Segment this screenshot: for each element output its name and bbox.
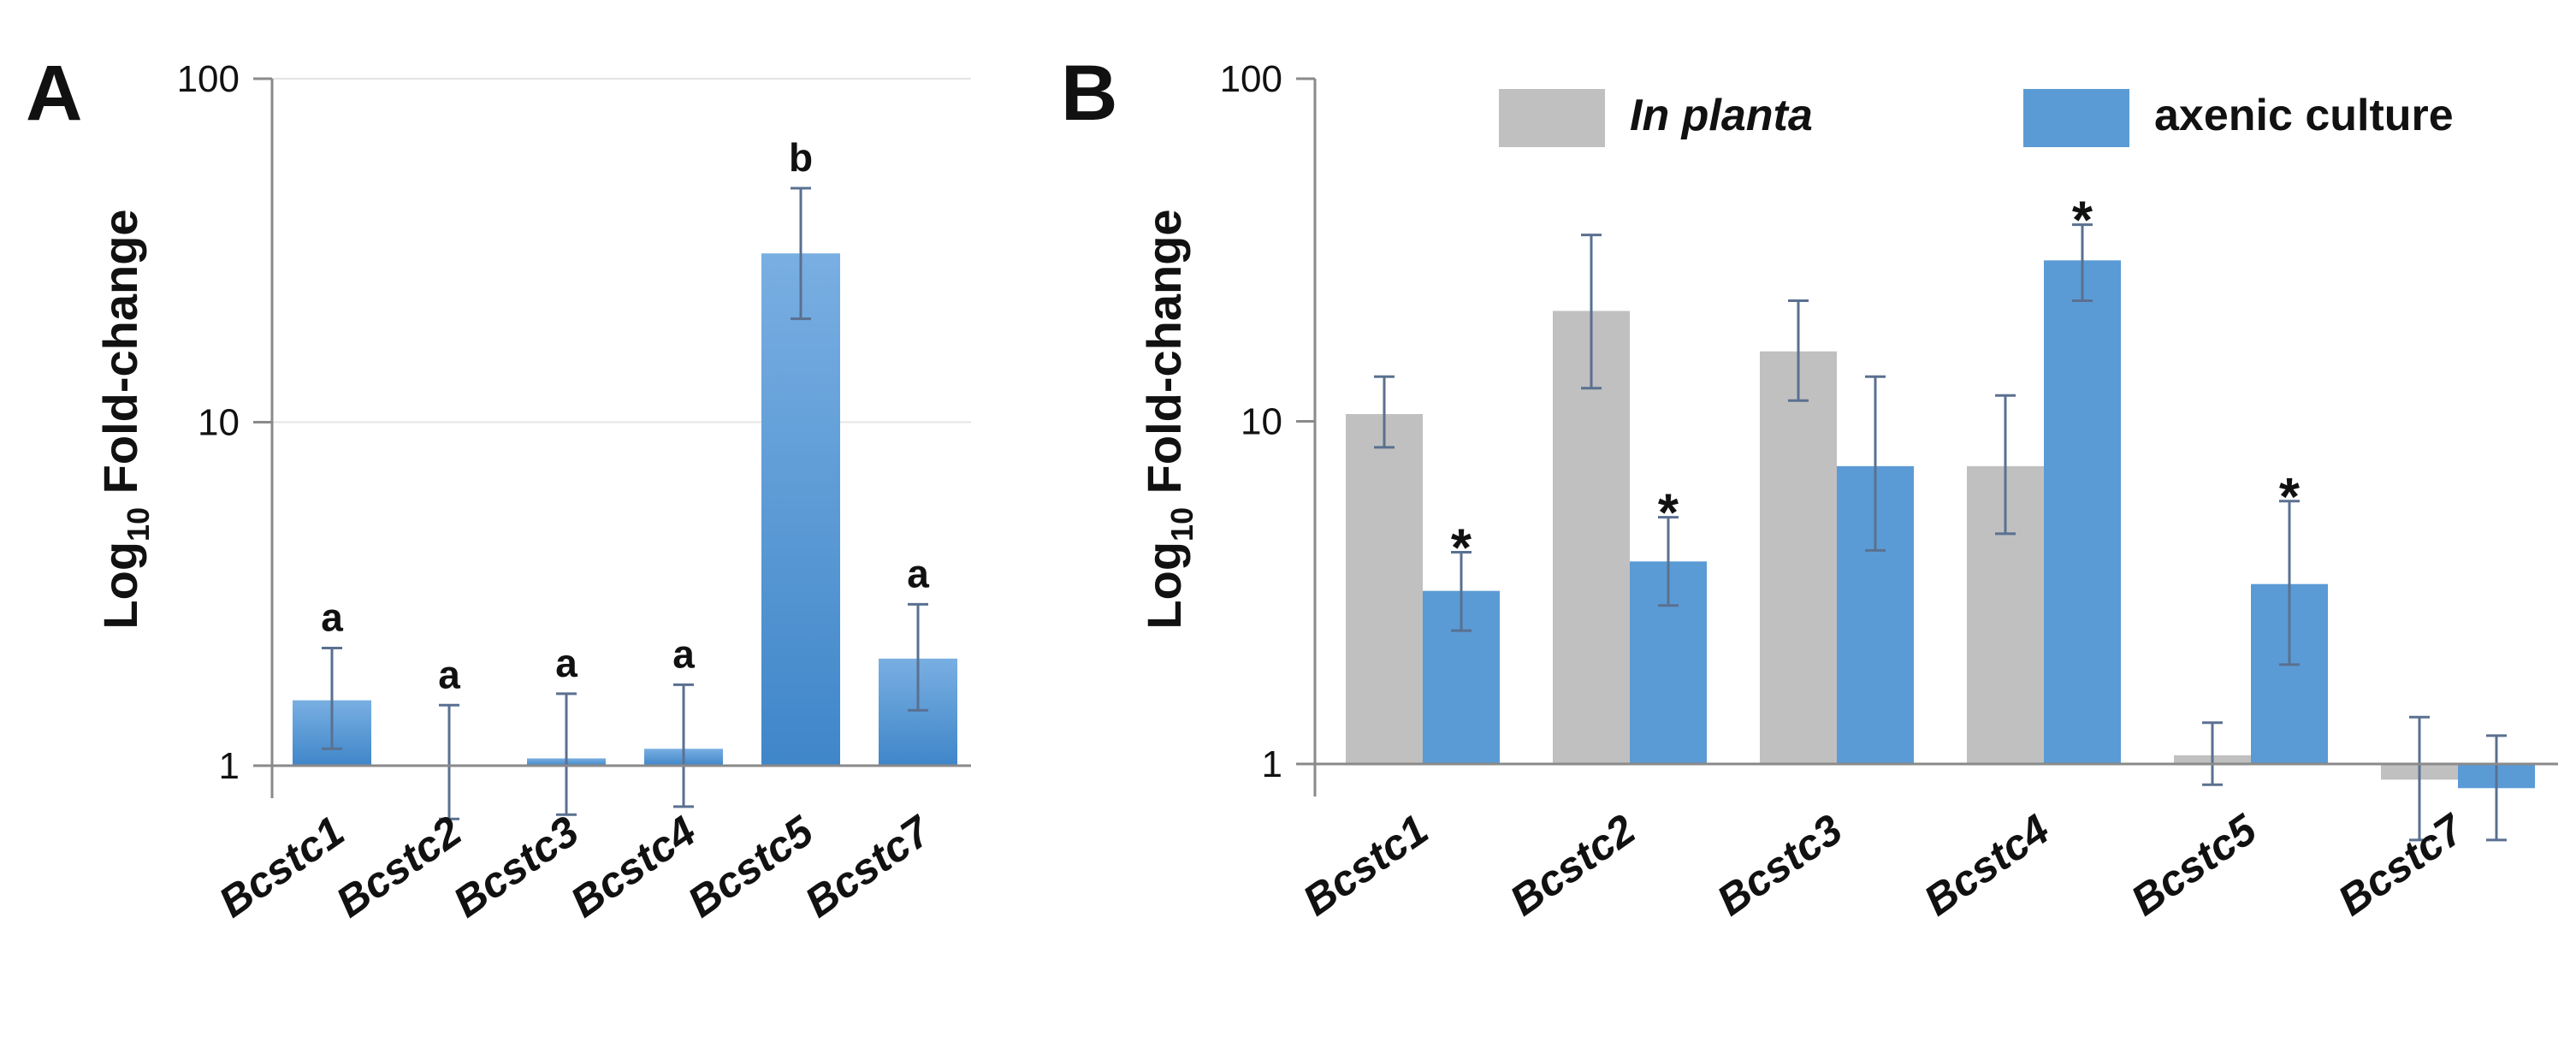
panel-b-letter: B	[1061, 50, 1117, 137]
error-bar-b-axenic-culture-bcstc5	[2279, 500, 2300, 666]
error-bar-b-in-planta-bcstc1	[1374, 375, 1395, 449]
error-bar-b-axenic-culture-bcstc1	[1451, 550, 1472, 632]
panel-a-tick-labels: 1 10 100	[177, 58, 240, 787]
panel-b-legend: In planta axenic culture	[1499, 89, 2454, 147]
category-label-b-bcstc4: Bcstc4	[1916, 805, 2058, 925]
panel-b-category-labels: Bcstc1 Bcstc2 Bcstc3 Bcstc4 Bcstc5 Bcstc7	[1294, 804, 2473, 925]
category-label-b-bcstc2: Bcstc2	[1501, 805, 1644, 925]
sig-label-a-bcstc7: a	[907, 551, 929, 595]
error-bar-a-fold-change-bcstc7	[908, 602, 928, 712]
category-label-b-bcstc5: Bcstc5	[2123, 804, 2265, 925]
panel-a: A 1 10 100 Bcstc1Bcstc2Bcstc3Bcstc4Bcstc5B…	[26, 50, 971, 927]
error-bar-a-fold-change-bcstc5	[791, 186, 811, 321]
sig-label-a-bcstc5: b	[789, 135, 813, 180]
error-bar-b-in-planta-bcstc3	[1788, 299, 1809, 402]
category-label-b-bcstc3: Bcstc3	[1708, 805, 1851, 925]
category-label-a-bcstc3: Bcstc3	[445, 807, 588, 927]
panel-a-gridlines	[272, 78, 971, 423]
sig-label-b-bcstc4: *	[2072, 192, 2093, 251]
error-bar-a-fold-change-bcstc1	[322, 647, 342, 750]
error-bar-a-fold-change-bcstc2	[439, 703, 459, 820]
bar-a-fold-change-bcstc5	[761, 253, 840, 767]
sig-label-b-bcstc2: *	[1658, 484, 1679, 543]
panel-a-y-tick-label-1: 1	[219, 745, 240, 787]
sig-label-b-bcstc1: *	[1451, 518, 1472, 577]
panel-a-error-bars	[322, 186, 928, 820]
category-label-a-bcstc2: Bcstc2	[328, 807, 471, 927]
panel-a-axes	[253, 77, 971, 798]
error-bar-b-in-planta-bcstc4	[1995, 394, 2016, 536]
sig-label-a-bcstc3: a	[555, 641, 577, 685]
sig-label-a-bcstc2: a	[438, 652, 460, 696]
category-label-a-bcstc4: Bcstc4	[562, 807, 704, 927]
category-label-a-bcstc7: Bcstc7	[796, 806, 940, 927]
bar-b-in-planta-bcstc1	[1346, 414, 1423, 764]
legend-swatch-in-planta	[1499, 89, 1605, 147]
panel-a-significance-labels: a a a a b a	[321, 135, 929, 696]
error-bar-a-fold-change-bcstc3	[556, 692, 577, 816]
panel-b-bars	[1346, 260, 2535, 789]
error-bar-b-axenic-culture-bcstc4	[2072, 223, 2093, 302]
sig-label-a-bcstc1: a	[321, 595, 343, 640]
panel-b-error-bars	[1374, 223, 2507, 842]
panel-a-y-tick-label-10: 10	[198, 402, 240, 444]
panel-a-letter: A	[26, 50, 82, 137]
panel-b-tick-labels: 1 10 100	[1220, 58, 1282, 785]
error-bar-b-axenic-culture-bcstc2	[1658, 516, 1679, 607]
panel-b-axes	[1296, 77, 2558, 796]
panel-b-y-axis-title: Log10 Fold-change	[1137, 209, 1199, 629]
panel-b-significance-labels: * * * *	[1451, 192, 2301, 578]
legend-label-axenic-culture: axenic culture	[2154, 91, 2454, 140]
error-bar-b-in-planta-bcstc5	[2202, 721, 2223, 786]
panel-a-bars	[293, 253, 957, 767]
sig-label-b-bcstc5: *	[2279, 468, 2301, 527]
panel-a-y-tick-label-100: 100	[177, 58, 240, 100]
category-label-b-bcstc7: Bcstc7	[2330, 804, 2473, 925]
category-label-a-bcstc1: Bcstc1	[210, 807, 352, 927]
legend-swatch-axenic-culture	[2023, 89, 2129, 147]
category-label-a-bcstc5: Bcstc5	[679, 806, 822, 927]
error-bar-b-in-planta-bcstc2	[1581, 234, 1602, 390]
legend-label-in-planta: In planta	[1630, 91, 1813, 140]
panel-a-y-axis-title: Log10 Fold-change	[93, 209, 156, 629]
error-bar-b-axenic-culture-bcstc7	[2486, 734, 2507, 842]
sig-label-a-bcstc4: a	[672, 631, 695, 676]
category-label-b-bcstc1: Bcstc1	[1294, 805, 1436, 925]
panel-b-y-tick-label-100: 100	[1220, 58, 1282, 100]
error-bar-b-in-planta-bcstc7	[2409, 715, 2430, 842]
bar-b-axenic-culture-bcstc4	[2044, 260, 2121, 764]
bar-b-in-planta-bcstc3	[1760, 351, 1837, 764]
panel-b-y-tick-label-10: 10	[1241, 401, 1282, 443]
error-bar-b-axenic-culture-bcstc3	[1865, 375, 1886, 552]
error-bar-a-fold-change-bcstc4	[673, 683, 694, 808]
panel-b-y-tick-label-1: 1	[1262, 743, 1282, 785]
